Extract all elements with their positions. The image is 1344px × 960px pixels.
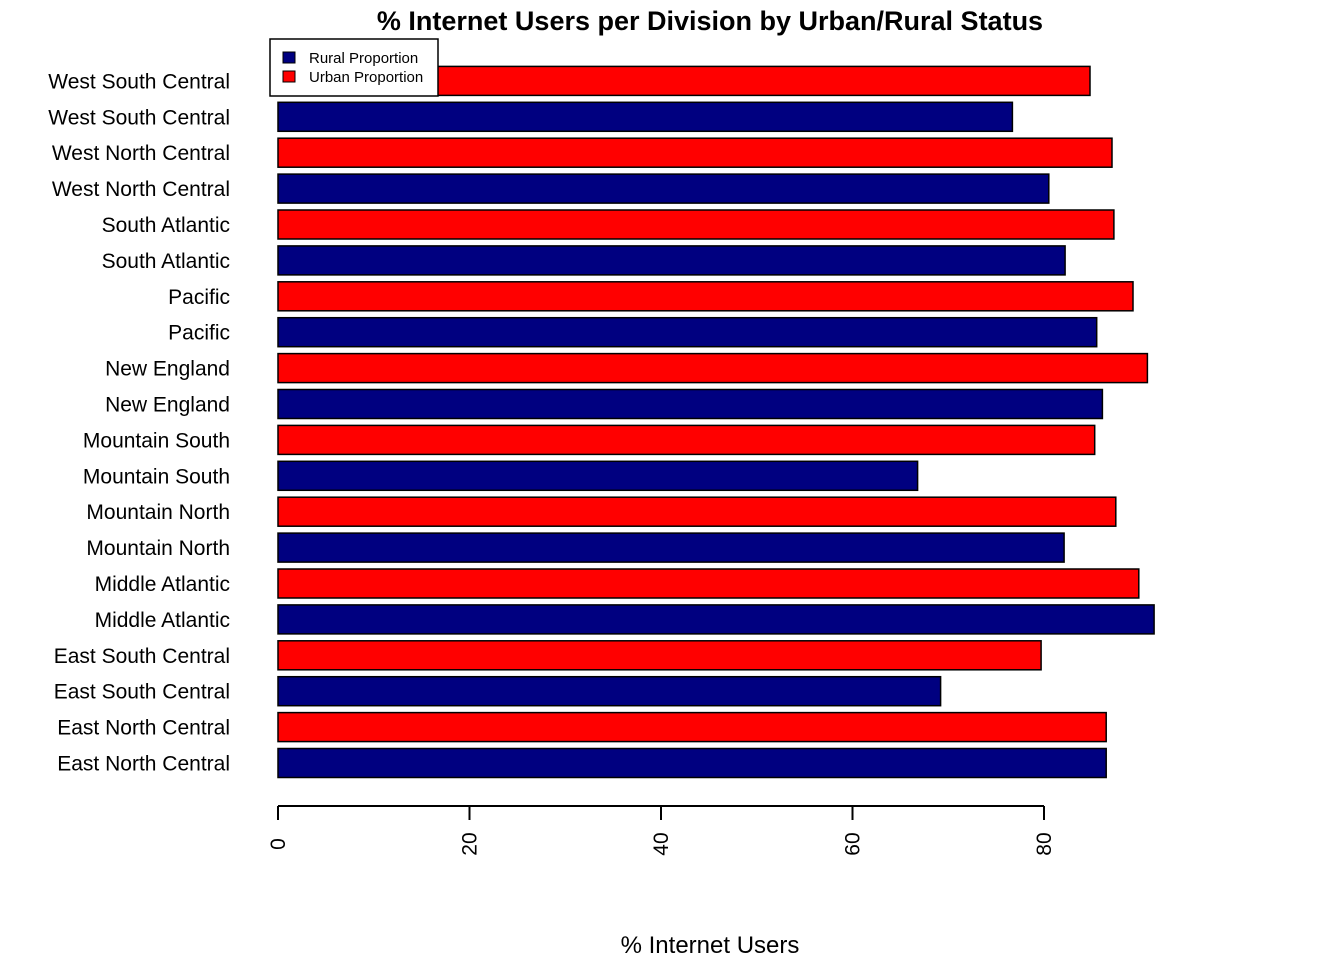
x-axis: 0 20 40 60 80: [267, 805, 1056, 856]
bar-pacific-urban: [277, 281, 1134, 312]
bar-pacific-rural: [277, 316, 1098, 348]
category-label: East South Central: [54, 645, 230, 668]
bar-west-north-central-urban: [277, 137, 1113, 168]
x-axis-title: % Internet Users: [621, 932, 800, 959]
category-label: Mountain South: [83, 465, 230, 488]
category-label: West South Central: [48, 70, 230, 93]
category-label: West North Central: [52, 178, 230, 201]
bar-mountain-south-urban: [277, 424, 1096, 456]
category-label: West North Central: [52, 142, 230, 165]
bar-east-north-central-urban: [277, 711, 1107, 743]
category-label: Pacific: [168, 322, 230, 345]
bar-middle-atlantic-rural: [277, 604, 1155, 635]
category-label: East South Central: [54, 681, 230, 704]
chart-title: % Internet Users per Division by Urban/R…: [377, 6, 1043, 36]
bar-middle-atlantic-urban: [277, 568, 1140, 599]
category-label: New England: [105, 358, 230, 381]
bar-east-south-central-rural: [277, 675, 942, 707]
bar-mountain-north-rural: [277, 532, 1065, 563]
category-label: Pacific: [168, 286, 230, 309]
bar-west-north-central-rural: [277, 173, 1050, 204]
category-label: Mountain North: [86, 537, 230, 560]
x-tick-label: 20: [459, 832, 482, 855]
bar-new-england-rural: [277, 388, 1104, 420]
legend-swatch-urban: [282, 70, 296, 83]
x-tick-label: 60: [842, 832, 865, 855]
x-tick-label: 40: [650, 832, 673, 855]
category-label: West South Central: [48, 106, 230, 129]
category-label: East North Central: [57, 753, 230, 776]
bar-west-south-central-rural: [277, 101, 1014, 133]
category-label: South Atlantic: [102, 214, 230, 237]
category-label: Mountain South: [83, 429, 230, 452]
bar-mountain-south-rural: [277, 460, 919, 492]
bar-new-england-urban: [277, 352, 1149, 384]
x-tick-label: 0: [267, 838, 290, 850]
bar-south-atlantic-rural: [277, 245, 1066, 276]
category-label: Middle Atlantic: [95, 573, 230, 596]
category-label: Mountain North: [86, 501, 230, 524]
legend-label: Rural Proportion: [309, 50, 418, 67]
bar-south-atlantic-urban: [277, 209, 1115, 240]
category-labels: East North Central East North Central East…: [48, 70, 230, 775]
bar-east-south-central-urban: [277, 640, 1042, 671]
bars-group: [277, 65, 1155, 779]
legend-label: Urban Proportion: [309, 69, 423, 86]
legend-box: [269, 38, 439, 97]
bar-east-north-central-rural: [277, 747, 1107, 779]
x-tick-label: 80: [1033, 832, 1056, 855]
category-label: New England: [105, 394, 230, 417]
bar-mountain-north-urban: [277, 496, 1117, 527]
legend: Rural Proportion Urban Proportion: [269, 38, 439, 97]
category-label: South Atlantic: [102, 250, 230, 273]
category-label: East North Central: [57, 717, 230, 740]
category-label: Middle Atlantic: [95, 609, 230, 632]
legend-swatch-rural: [282, 51, 296, 64]
